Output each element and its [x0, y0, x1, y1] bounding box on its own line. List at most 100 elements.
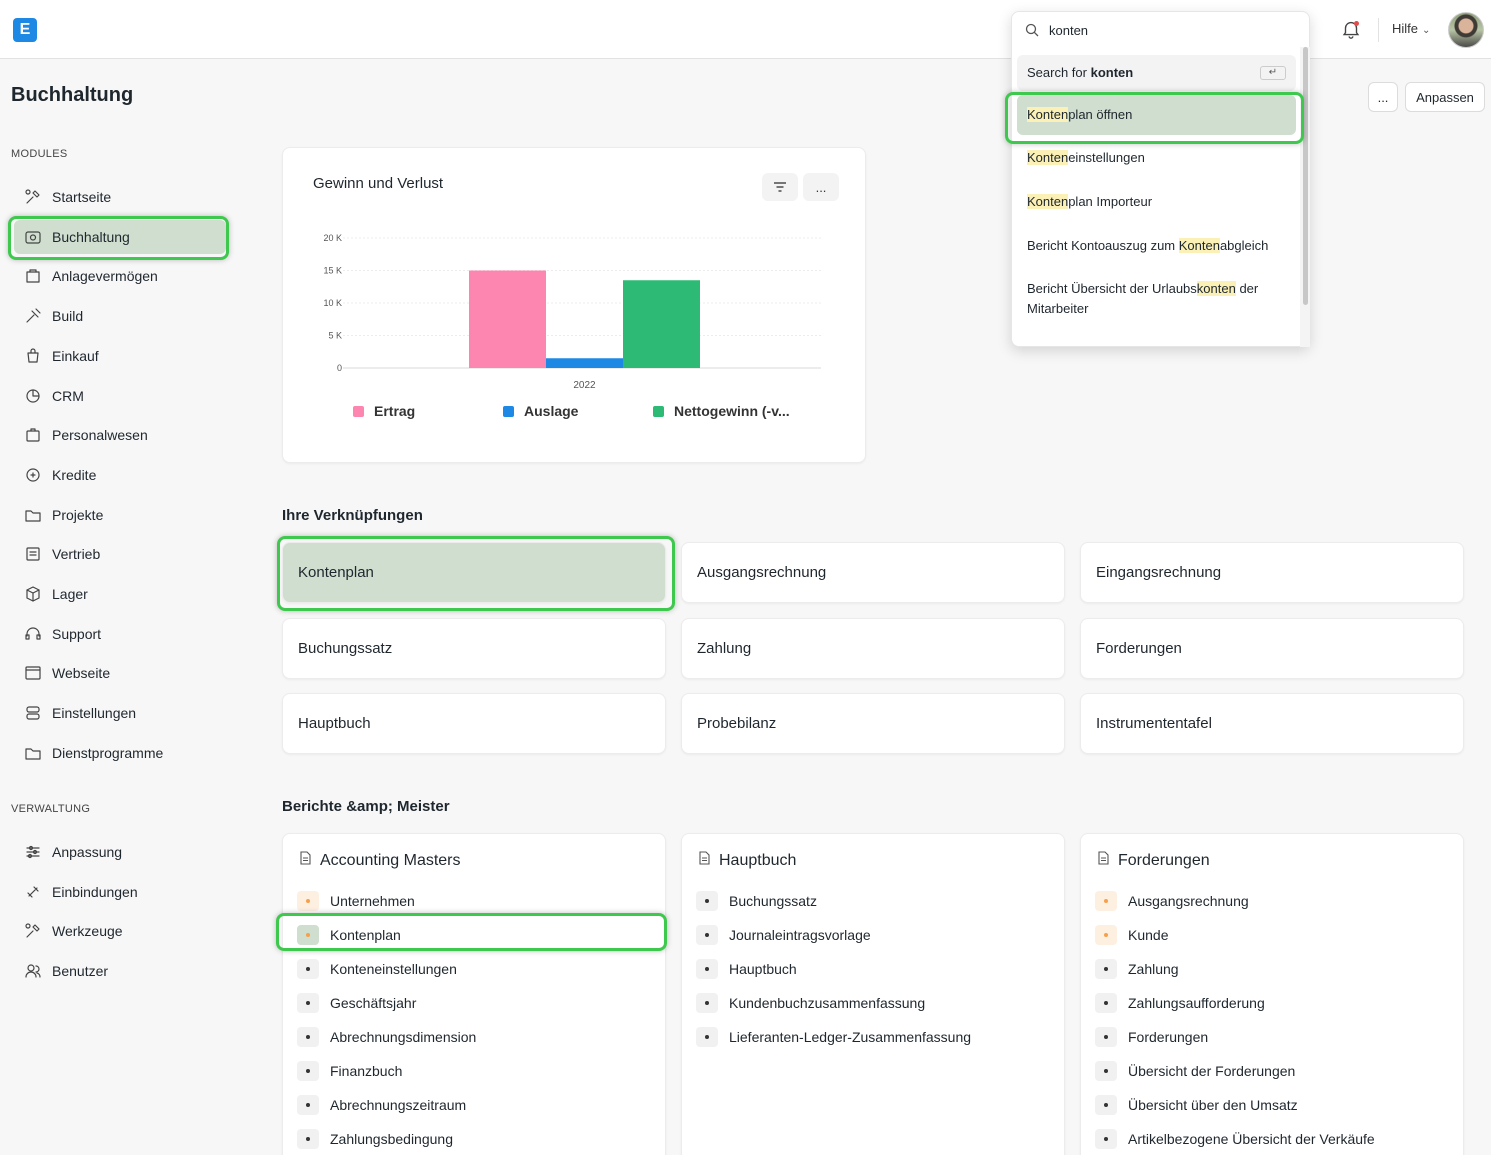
bar-2[interactable]	[623, 280, 700, 368]
sidebar-item-label: Kredite	[52, 466, 97, 483]
search-input[interactable]	[1049, 22, 1279, 38]
notification-dot	[1354, 21, 1359, 26]
sidebar-item-anpassung[interactable]: Anpassung	[14, 835, 226, 869]
crm-icon	[24, 387, 42, 405]
sidebar-item-anlageverm-gen[interactable]: Anlagevermögen	[14, 259, 226, 293]
bullet-icon	[696, 891, 718, 911]
bullet-icon	[297, 925, 319, 945]
help-dropdown[interactable]: Hilfe ⌄	[1392, 21, 1431, 36]
sidebar-item-einkauf[interactable]: Einkauf	[14, 339, 226, 373]
search-for-item[interactable]: Search for konten ↵	[1017, 55, 1296, 91]
search-result-item[interactable]: Bericht Übersicht der Urlaubskonten der …	[1017, 273, 1296, 325]
hr-icon	[24, 426, 42, 444]
legend-label[interactable]: Auslage	[524, 403, 579, 419]
report-link[interactable]: Zahlungsaufforderung	[1095, 991, 1265, 1015]
sidebar-item-label: Anlagevermögen	[52, 268, 158, 285]
users-icon	[24, 962, 42, 980]
search-result-item[interactable]: Bericht Kontoauszug zum Kontenabgleich	[1017, 228, 1296, 264]
sidebar-item-label: Build	[52, 308, 84, 325]
report-link[interactable]: Unternehmen	[297, 889, 415, 913]
shortcut-buchungssatz[interactable]: Buchungssatz	[282, 618, 666, 679]
shortcuts-heading: Ihre Verknüpfungen	[282, 507, 423, 524]
report-link[interactable]: Lieferanten-Ledger-Zusammenfassung	[696, 1025, 971, 1049]
report-link[interactable]: Abrechnungszeitraum	[297, 1093, 466, 1117]
report-card-title-text: Hauptbuch	[719, 851, 797, 869]
bullet-icon	[696, 993, 718, 1013]
sidebar-item-lager[interactable]: Lager	[14, 577, 226, 611]
report-link[interactable]: Zahlung	[1095, 957, 1179, 981]
shortcut-hauptbuch[interactable]: Hauptbuch	[282, 693, 666, 754]
notification-bell-icon[interactable]	[1340, 18, 1362, 40]
shortcut-eingangsrechnung[interactable]: Eingangsrechnung	[1080, 542, 1464, 603]
report-link[interactable]: Ausgangsrechnung	[1095, 889, 1249, 913]
purchase-icon	[24, 347, 42, 365]
report-link[interactable]: Konteneinstellungen	[297, 957, 457, 981]
report-link[interactable]: Kontenplan	[297, 923, 401, 947]
report-link[interactable]: Abrechnungsdimension	[297, 1025, 476, 1049]
report-link-label: Abrechnungszeitraum	[330, 1097, 467, 1113]
search-scrollbar[interactable]	[1303, 47, 1308, 305]
page-more-button[interactable]: ...	[1368, 82, 1398, 112]
filter-icon	[774, 182, 786, 192]
sidebar-item-einbindungen[interactable]: Einbindungen	[14, 875, 226, 909]
chart-filter-button[interactable]	[762, 173, 798, 201]
sidebar-item-label: CRM	[52, 387, 84, 404]
legend-label[interactable]: Nettogewinn (-v...	[674, 403, 790, 419]
sidebar-item-benutzer[interactable]: Benutzer	[14, 954, 226, 988]
report-link[interactable]: Kundenbuchzusammenfassung	[696, 991, 925, 1015]
report-link[interactable]: Buchungssatz	[696, 889, 817, 913]
report-link-label: Forderungen	[1128, 1029, 1209, 1045]
report-link[interactable]: Übersicht über den Umsatz	[1095, 1093, 1298, 1117]
search-result-pre: Bericht Kontoauszug zum	[1027, 238, 1179, 253]
sidebar-item-label: Startseite	[52, 189, 112, 205]
search-result-item[interactable]: Kontenplan öffnen	[1017, 95, 1296, 135]
sidebar-item-werkzeuge[interactable]: Werkzeuge	[14, 914, 226, 948]
sidebar-item-buchhaltung[interactable]: Buchhaltung	[14, 219, 226, 254]
sliders-icon	[24, 843, 42, 861]
shortcut-kontenplan[interactable]: Kontenplan	[282, 542, 666, 603]
report-link[interactable]: Finanzbuch	[297, 1059, 402, 1083]
report-link-label: Buchungssatz	[729, 893, 817, 909]
legend-label[interactable]: Ertrag	[374, 403, 415, 419]
bar-0[interactable]	[469, 270, 546, 369]
shortcut-zahlung[interactable]: Zahlung	[681, 618, 1065, 679]
report-card: Forderungen Ausgangsrechnung Kunde Zahlung Z…	[1080, 833, 1464, 1155]
sidebar-item-startseite[interactable]: Startseite	[14, 180, 226, 214]
report-link[interactable]: Hauptbuch	[696, 957, 797, 981]
report-link[interactable]: Forderungen	[1095, 1025, 1208, 1049]
sidebar-item-kredite[interactable]: Kredite	[14, 458, 226, 492]
sidebar-item-build[interactable]: Build	[14, 299, 226, 333]
folder-icon	[24, 506, 42, 524]
sidebar-item-projekte[interactable]: Projekte	[14, 498, 226, 532]
sidebar-item-webseite[interactable]: Webseite	[14, 656, 226, 690]
search-result-item[interactable]: Konteneinstellungen	[1017, 140, 1296, 176]
report-link[interactable]: Zahlungsbedingung	[297, 1127, 453, 1151]
bar-1[interactable]	[546, 358, 623, 368]
app-logo[interactable]: E	[13, 18, 37, 42]
shortcut-instrumententafel[interactable]: Instrumententafel	[1080, 693, 1464, 754]
bullet-icon	[696, 925, 718, 945]
shortcut-forderungen[interactable]: Forderungen	[1080, 618, 1464, 679]
report-link[interactable]: Übersicht der Forderungen	[1095, 1059, 1295, 1083]
shortcut-ausgangsrechnung[interactable]: Ausgangsrechnung	[681, 542, 1065, 603]
sidebar-item-crm[interactable]: CRM	[14, 379, 226, 413]
report-link[interactable]: Journaleintragsvorlage	[696, 923, 871, 947]
customize-button[interactable]: Anpassen	[1405, 82, 1485, 112]
sidebar-item-personalwesen[interactable]: Personalwesen	[14, 418, 226, 452]
search-for-text: Search for konten	[1027, 65, 1134, 80]
user-avatar[interactable]	[1448, 12, 1484, 48]
integrations-icon	[24, 883, 42, 901]
chart-more-button[interactable]: ...	[803, 173, 839, 201]
report-link[interactable]: Kunde	[1095, 923, 1168, 947]
report-link[interactable]: Geschäftsjahr	[297, 991, 416, 1015]
shortcut-probebilanz[interactable]: Probebilanz	[681, 693, 1065, 754]
search-result-item[interactable]: Kontenplan Importeur	[1017, 184, 1296, 220]
sidebar-item-einstellungen[interactable]: Einstellungen	[14, 696, 226, 730]
sidebar-item-dienstprogramme[interactable]: Dienstprogramme	[14, 736, 226, 770]
report-link[interactable]: Artikelbezogene Übersicht der Verkäufe	[1095, 1127, 1375, 1151]
bullet-icon	[1095, 1095, 1117, 1115]
sidebar-item-vertrieb[interactable]: Vertrieb	[14, 537, 226, 571]
headset-icon	[24, 625, 42, 643]
sidebar-item-label: Dienstprogramme	[52, 744, 164, 761]
sidebar-item-support[interactable]: Support	[14, 617, 226, 651]
